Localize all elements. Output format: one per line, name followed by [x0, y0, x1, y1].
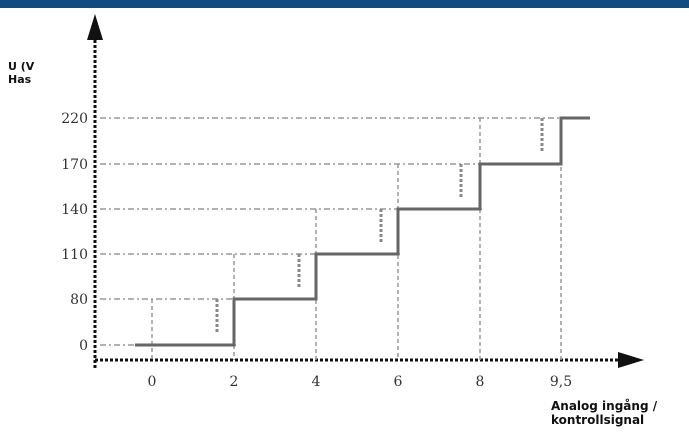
- x-axis-arrow-icon: [618, 352, 644, 368]
- y-tick-label: 220: [61, 111, 88, 127]
- x-tick-label: 0: [148, 374, 157, 390]
- y-tick-label: 140: [61, 202, 88, 218]
- y-axis-label: U (V Has: [8, 60, 48, 86]
- y-axis-label-line2: Has: [8, 73, 32, 86]
- x-tick-label: 9,5: [550, 374, 572, 390]
- x-axis-label-line2: kontrollsignal: [551, 413, 645, 427]
- x-axis-label-line1: Analog ingång /: [551, 399, 658, 413]
- x-axis-label: Analog ingång / kontrollsignal: [551, 399, 657, 427]
- x-tick-label: 2: [230, 374, 239, 390]
- y-axis-label-line1: U (V: [8, 60, 35, 73]
- y-tick-label: 110: [61, 247, 88, 263]
- y-tick-label: 170: [61, 157, 88, 173]
- step-series: [135, 116, 590, 347]
- y-tick-label: 0: [79, 338, 88, 354]
- y-axis-arrow-icon: [87, 14, 103, 40]
- header-bar: [0, 0, 689, 8]
- x-tick-label: 8: [476, 374, 485, 390]
- y-tick-label: 80: [70, 292, 88, 308]
- x-tick-label: 4: [312, 374, 321, 390]
- x-tick-label: 6: [394, 374, 403, 390]
